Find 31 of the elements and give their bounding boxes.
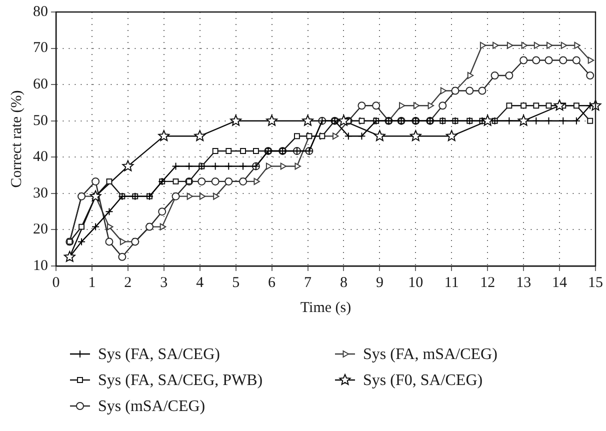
y-tick-label: 30 <box>33 185 48 202</box>
x-tick-label: 2 <box>124 274 132 291</box>
x-tick-label: 1 <box>88 274 96 291</box>
x-tick-label: 13 <box>516 274 532 291</box>
y-tick-label: 50 <box>33 112 48 129</box>
x-tick-label: 9 <box>376 274 384 291</box>
y-tick-label: 20 <box>33 222 48 238</box>
x-tick-label: 10 <box>408 274 424 291</box>
y-tick-label: 10 <box>33 258 48 274</box>
y-tick-label: 80 <box>33 4 48 20</box>
x-tick-label: 7 <box>304 274 312 291</box>
x-tick-label: 8 <box>340 274 348 291</box>
x-tick-label: 5 <box>232 274 240 291</box>
x-tick-label: 6 <box>268 274 276 291</box>
y-tick-label: 70 <box>33 40 48 56</box>
y-tick-label: 60 <box>33 76 48 93</box>
legend-label: Sys (FA, SA/CEG) <box>98 346 220 364</box>
legend-label: Sys (F0, SA/CEG) <box>363 372 483 390</box>
x-tick-label: 11 <box>444 274 459 291</box>
y-tick-label: 40 <box>33 149 48 166</box>
x-tick-label: 14 <box>552 274 568 291</box>
legend-label: Sys (mSA/CEG) <box>98 398 206 416</box>
x-tick-label: 0 <box>52 274 60 291</box>
x-tick-label: 15 <box>588 274 603 291</box>
x-axis-title: Time (s) <box>300 300 352 316</box>
y-axis-title: Correct rate (%) <box>8 90 25 188</box>
x-tick-label: 12 <box>480 274 496 291</box>
x-tick-label: 3 <box>160 274 168 291</box>
legend-label: Sys (FA, mSA/CEG) <box>363 346 498 364</box>
x-tick-label: 4 <box>196 274 204 291</box>
legend-label: Sys (FA, SA/CEG, PWB) <box>98 372 263 390</box>
